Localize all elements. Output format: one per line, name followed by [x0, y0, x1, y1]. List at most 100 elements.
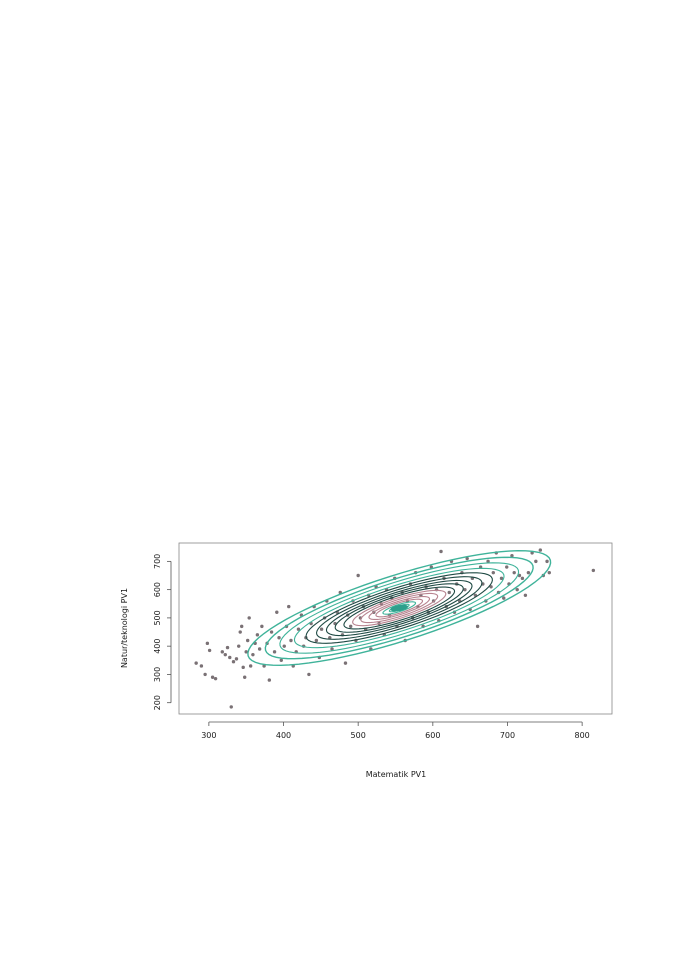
data-point	[447, 590, 451, 595]
x-tick-label: 600	[425, 731, 440, 740]
data-point	[502, 596, 506, 600]
data-point	[349, 624, 353, 629]
contour-layer	[247, 550, 552, 667]
data-point	[207, 648, 212, 653]
density-peak	[390, 604, 409, 612]
data-point	[225, 645, 230, 650]
data-point	[538, 548, 543, 552]
data-point	[248, 664, 253, 668]
density-contour	[360, 592, 439, 624]
data-point	[223, 652, 227, 657]
data-point	[307, 672, 311, 677]
data-point	[210, 675, 215, 679]
data-point	[499, 576, 504, 581]
data-point	[289, 638, 293, 643]
data-point	[520, 576, 525, 581]
density-contour	[352, 589, 447, 627]
y-tick-label: 600	[153, 582, 162, 597]
data-point	[247, 616, 251, 620]
data-point	[213, 676, 218, 681]
data-point	[257, 647, 262, 651]
density-contour	[293, 567, 505, 649]
data-point	[203, 672, 207, 677]
x-tick-label: 500	[351, 731, 366, 740]
x-axis: 300 400 500 600 700 800	[201, 721, 590, 740]
density-contour	[343, 586, 456, 630]
data-point	[526, 570, 531, 575]
data-point	[512, 570, 516, 575]
density-contour	[316, 576, 483, 640]
density-contour	[305, 572, 493, 644]
data-point	[491, 570, 495, 575]
data-point	[244, 650, 248, 654]
density-contour	[247, 550, 552, 667]
data-point	[240, 624, 244, 629]
density-contour	[279, 562, 520, 654]
data-point	[534, 559, 538, 564]
data-point	[547, 570, 551, 575]
density-contour	[334, 583, 464, 633]
x-tick-label: 700	[500, 731, 515, 740]
x-tick-label: 800	[574, 731, 589, 740]
data-point	[238, 630, 242, 634]
data-point	[328, 635, 332, 640]
data-point	[465, 556, 469, 561]
y-tick-label: 200	[153, 695, 162, 710]
y-tick-label: 700	[153, 554, 162, 569]
y-axis-title: Natur/teknologi PV1	[120, 588, 129, 668]
data-point	[245, 638, 250, 643]
data-point	[260, 624, 264, 629]
data-point	[296, 627, 301, 631]
data-point	[545, 559, 549, 564]
data-point	[241, 665, 245, 670]
data-point	[489, 585, 493, 589]
data-point	[251, 652, 255, 657]
y-tick-label: 400	[153, 639, 162, 654]
density-contour	[368, 595, 431, 621]
data-point	[319, 627, 324, 631]
data-point	[255, 633, 260, 637]
density-contour	[325, 579, 473, 637]
data-point	[237, 644, 241, 648]
data-point	[343, 661, 348, 665]
density-contour	[382, 601, 417, 615]
data-point	[510, 554, 514, 558]
data-point	[287, 604, 291, 609]
data-point	[505, 565, 509, 569]
data-point	[439, 549, 443, 554]
x-tick-label: 400	[276, 731, 291, 740]
data-point	[356, 573, 360, 578]
data-point	[231, 660, 236, 664]
density-contour	[264, 556, 534, 660]
data-point	[269, 630, 274, 634]
data-point	[486, 559, 490, 564]
data-point	[275, 610, 279, 614]
data-point	[463, 587, 467, 592]
data-point	[234, 657, 239, 661]
x-axis-title: Matematik PV1	[366, 770, 426, 779]
data-point	[523, 593, 528, 597]
data-point	[279, 658, 283, 662]
data-point	[282, 644, 286, 648]
data-point	[194, 661, 198, 665]
data-point	[277, 635, 281, 640]
y-tick-label: 500	[153, 610, 162, 625]
y-axis: 200 300 400 500 600 700	[153, 554, 172, 710]
data-point	[229, 705, 233, 709]
data-point	[272, 650, 277, 654]
data-point	[475, 624, 480, 629]
data-point	[515, 587, 519, 592]
data-point	[314, 638, 319, 643]
data-point	[591, 568, 596, 573]
data-point	[243, 675, 247, 679]
data-point	[205, 641, 210, 646]
x-tick-label: 300	[201, 731, 216, 740]
data-point	[267, 678, 272, 682]
density-contour	[375, 598, 424, 618]
data-point	[220, 650, 224, 654]
data-point	[330, 647, 334, 651]
data-point	[228, 655, 232, 660]
plot-frame	[178, 542, 613, 715]
y-tick-label: 300	[153, 667, 162, 682]
